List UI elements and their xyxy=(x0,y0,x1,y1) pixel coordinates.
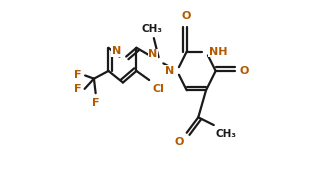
Text: F: F xyxy=(74,70,81,80)
Text: CH₃: CH₃ xyxy=(141,24,163,34)
Text: O: O xyxy=(174,137,184,147)
Text: CH₃: CH₃ xyxy=(216,129,237,139)
Text: Cl: Cl xyxy=(153,84,165,94)
Text: NH: NH xyxy=(209,47,227,57)
Text: O: O xyxy=(182,11,191,21)
Text: F: F xyxy=(92,98,100,108)
Text: N: N xyxy=(165,66,174,76)
Text: O: O xyxy=(240,66,249,76)
Text: F: F xyxy=(74,84,81,94)
Text: N: N xyxy=(112,46,121,56)
Text: N: N xyxy=(148,49,158,59)
